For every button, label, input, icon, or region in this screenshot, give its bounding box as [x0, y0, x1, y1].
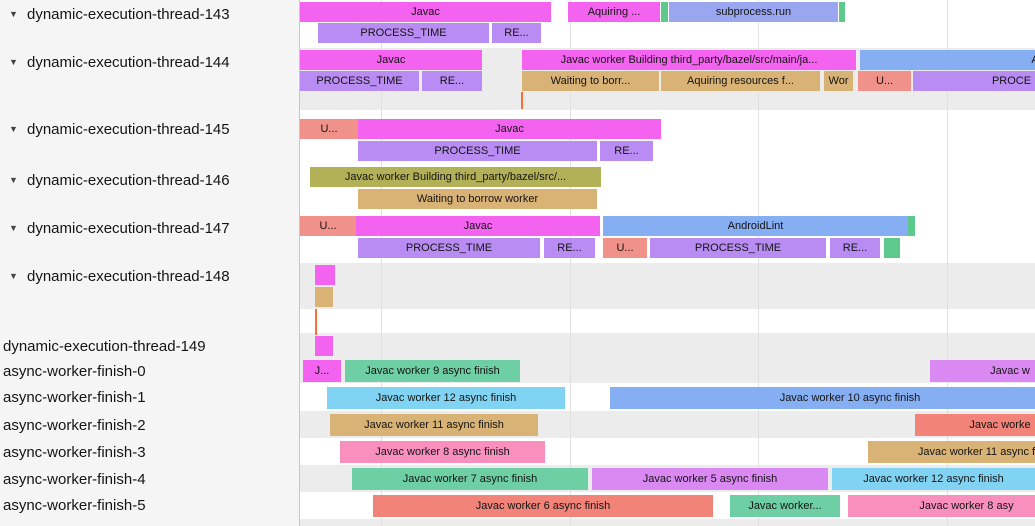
trace-slice[interactable]: Javac worke — [915, 414, 1035, 436]
trace-slice[interactable]: Javac worker 12 async finish — [327, 387, 565, 409]
collapse-triangle-icon[interactable]: ▼ — [9, 9, 18, 19]
track-label: async-worker-finish-3 — [3, 443, 146, 461]
trace-slice[interactable]: Javac worker 8 asy — [848, 495, 1035, 517]
track-shade-band — [300, 263, 1035, 309]
trace-slice[interactable] — [884, 238, 900, 258]
track-label-row[interactable]: async-worker-finish-0 — [0, 360, 300, 382]
track-label-row[interactable]: async-worker-finish-2 — [0, 414, 300, 436]
trace-slice[interactable]: Aquiring ... — [568, 2, 660, 22]
trace-slice[interactable]: U... — [603, 238, 647, 258]
track-label: async-worker-finish-5 — [3, 496, 146, 514]
track-label-row[interactable]: ▼ dynamic-execution-thread-147 — [0, 217, 300, 239]
trace-slice[interactable]: Javac worker Building third_party/bazel/… — [522, 50, 856, 70]
trace-slice[interactable]: RE... — [544, 238, 595, 258]
track-label-row[interactable]: async-worker-finish-3 — [0, 441, 300, 463]
trace-slice[interactable] — [315, 336, 333, 356]
trace-slice[interactable]: PROCESS_TIME — [318, 23, 489, 43]
trace-slice[interactable] — [839, 2, 845, 22]
trace-slice[interactable]: A — [860, 50, 1035, 70]
trace-slice[interactable]: Javac worker 9 async finish — [345, 360, 520, 382]
instant-event-marker[interactable] — [521, 92, 523, 109]
collapse-triangle-icon[interactable]: ▼ — [9, 175, 18, 185]
trace-slice[interactable]: PROCESS_TIME — [358, 141, 597, 161]
collapse-triangle-icon[interactable]: ▼ — [9, 271, 18, 281]
trace-slice[interactable]: Javac worker 7 async finish — [352, 468, 588, 490]
track-label: async-worker-finish-0 — [3, 362, 146, 380]
trace-slice[interactable]: RE... — [422, 71, 482, 91]
track-label-row[interactable]: dynamic-execution-thread-149 — [0, 335, 300, 357]
trace-slice[interactable] — [315, 287, 333, 307]
trace-slice[interactable]: U... — [858, 71, 911, 91]
track-label: dynamic-execution-thread-145 — [27, 120, 230, 138]
trace-slice[interactable]: U... — [300, 216, 356, 236]
track-label-row[interactable]: ▼ dynamic-execution-thread-146 — [0, 169, 300, 191]
trace-slice[interactable]: Aquiring resources f... — [661, 71, 820, 91]
track-label: dynamic-execution-thread-149 — [3, 337, 206, 355]
trace-slice[interactable]: RE... — [830, 238, 880, 258]
track-label: dynamic-execution-thread-146 — [27, 171, 230, 189]
time-gridline — [758, 0, 759, 526]
trace-slice[interactable]: PROCESS_TIME — [358, 238, 540, 258]
trace-slice[interactable]: Waiting to borrow worker — [358, 189, 597, 209]
trace-slice[interactable]: PROCE — [913, 71, 1035, 91]
trace-slice[interactable]: J... — [303, 360, 341, 382]
track-label: dynamic-execution-thread-144 — [27, 53, 230, 71]
timeline-canvas[interactable]: Javac Aquiring ... subprocess.run PROCESS_T… — [300, 0, 1035, 526]
trace-slice[interactable]: Javac — [358, 119, 661, 139]
trace-slice[interactable]: RE... — [492, 23, 541, 43]
trace-slice[interactable]: Javac worker 8 async finish — [340, 441, 545, 463]
track-label-row[interactable]: async-worker-finish-1 — [0, 386, 300, 408]
trace-slice[interactable]: Waiting to borr... — [522, 71, 659, 91]
trace-slice[interactable]: Javac — [300, 2, 551, 22]
track-label-row[interactable]: ▼ dynamic-execution-thread-144 — [0, 51, 300, 73]
trace-slice[interactable] — [315, 265, 335, 285]
track-label: dynamic-execution-thread-143 — [27, 5, 230, 23]
trace-slice[interactable]: Javac worker 11 async finish — [330, 414, 538, 436]
trace-slice[interactable]: Javac worker 10 async finish — [610, 387, 1035, 409]
track-label-row[interactable]: ▼ dynamic-execution-thread-145 — [0, 118, 300, 140]
time-gridline — [381, 0, 382, 526]
track-label: async-worker-finish-1 — [3, 388, 146, 406]
track-label-row[interactable]: async-worker-finish-4 — [0, 468, 300, 490]
trace-slice[interactable]: subprocess.run — [669, 2, 838, 22]
trace-slice[interactable]: Javac — [300, 50, 482, 70]
track-label: dynamic-execution-thread-147 — [27, 219, 230, 237]
track-label: dynamic-execution-thread-148 — [27, 267, 230, 285]
time-gridline — [570, 0, 571, 526]
track-label-row[interactable]: async-worker-finish-5 — [0, 494, 300, 516]
track-name-panel: ▼ dynamic-execution-thread-143 ▼ dynamic-ex… — [0, 0, 300, 526]
trace-slice[interactable]: PROCESS_TIME — [300, 71, 419, 91]
track-label: async-worker-finish-2 — [3, 416, 146, 434]
trace-slice[interactable]: RE... — [600, 141, 653, 161]
time-gridline — [947, 0, 948, 526]
trace-slice[interactable]: Javac w — [930, 360, 1035, 382]
trace-slice[interactable] — [661, 2, 668, 22]
trace-slice[interactable]: Javac — [356, 216, 600, 236]
trace-slice[interactable]: Javac worker 6 async finish — [373, 495, 713, 517]
collapse-triangle-icon[interactable]: ▼ — [9, 57, 18, 67]
trace-slice[interactable]: AndroidLint — [603, 216, 908, 236]
trace-slice[interactable]: Javac worker... — [730, 495, 840, 517]
track-label: async-worker-finish-4 — [3, 470, 146, 488]
collapse-triangle-icon[interactable]: ▼ — [9, 124, 18, 134]
collapse-triangle-icon[interactable]: ▼ — [9, 223, 18, 233]
trace-slice[interactable] — [908, 216, 915, 236]
track-shade-band — [300, 519, 1035, 526]
trace-slice[interactable]: Javac worker 5 async finish — [592, 468, 828, 490]
trace-slice[interactable]: Wor — [824, 71, 853, 91]
track-label-row[interactable]: ▼ dynamic-execution-thread-143 — [0, 3, 300, 25]
trace-slice[interactable]: Javac worker Building third_party/bazel/… — [310, 167, 601, 187]
trace-slice[interactable]: Javac worker 11 async f — [868, 441, 1035, 463]
track-label-row[interactable]: ▼ dynamic-execution-thread-148 — [0, 265, 300, 287]
instant-event-marker[interactable] — [315, 309, 317, 335]
trace-slice[interactable]: Javac worker 12 async finish — [832, 468, 1035, 490]
trace-slice[interactable]: U... — [300, 119, 358, 139]
trace-slice[interactable]: PROCESS_TIME — [650, 238, 826, 258]
